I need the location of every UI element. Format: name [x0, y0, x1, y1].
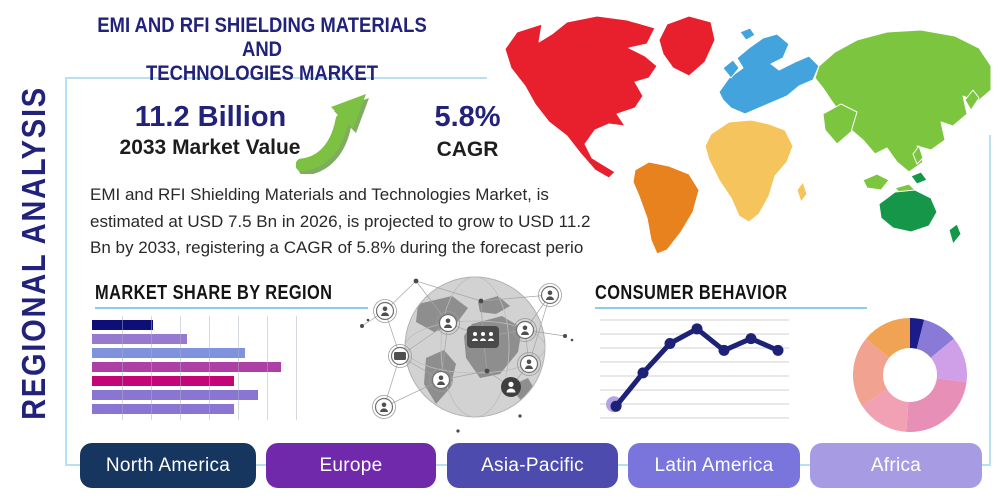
market-share-bar-chart	[92, 316, 298, 420]
map-asia	[814, 29, 992, 173]
connector-line-right	[989, 135, 991, 465]
market-description: EMI and RFI Shielding Materials and Tech…	[90, 185, 591, 258]
map-arabia	[822, 103, 858, 145]
line-point-4	[718, 344, 730, 356]
map-se-asia-1	[862, 173, 890, 191]
regional-donut-chart	[853, 318, 967, 432]
line-chart-underline	[595, 307, 867, 309]
line-point-5	[745, 333, 757, 345]
region-button-europe[interactable]: Europe	[266, 443, 436, 488]
line-point-1	[637, 367, 649, 379]
bar-chart-underline	[95, 307, 368, 309]
group-node	[467, 326, 499, 348]
line-point-3	[691, 323, 703, 335]
map-philippines	[912, 145, 924, 165]
map-north-america	[504, 15, 658, 179]
region-button-label: North America	[105, 454, 231, 476]
world-map	[504, 15, 992, 255]
donut-slice-1	[916, 319, 954, 358]
map-new-guinea	[910, 171, 928, 185]
bar-chart-gridlines	[122, 316, 298, 420]
line-point-0	[610, 400, 622, 412]
donut-slice-0	[910, 318, 925, 349]
globe-network-graphic	[360, 276, 574, 433]
map-madagascar	[796, 181, 808, 203]
market-value-stat: 11.2 Billion	[134, 101, 287, 133]
donut-slice-4	[861, 389, 909, 432]
cagr-stat: 5.8%	[434, 101, 501, 133]
growth-arrow-icon	[296, 94, 369, 174]
donut-slice-3	[906, 378, 967, 432]
consumer-behavior-line-chart	[600, 319, 789, 419]
map-new-zealand	[948, 223, 962, 245]
page-title: EMI AND RFI SHIELDING MATERIALS AND TECH…	[82, 14, 441, 86]
bar-chart-title: MARKET SHARE BY REGION	[95, 282, 333, 304]
region-button-label: Latin America	[654, 454, 774, 476]
panel-border-top	[65, 77, 487, 79]
region-button-label: Europe	[319, 454, 383, 476]
panel-border-left	[65, 77, 67, 465]
map-south-america	[632, 161, 700, 255]
cagr-label: CAGR	[436, 138, 499, 161]
map-iceland	[739, 27, 756, 41]
map-australia	[878, 189, 938, 233]
line-point-6	[772, 344, 784, 356]
region-button-asia-pacific[interactable]: Asia-Pacific	[447, 443, 618, 488]
map-greenland	[658, 15, 716, 77]
user-node-dark	[501, 377, 521, 397]
side-label-regional-analysis: REGIONAL ANALYSIS	[15, 86, 52, 420]
line-point-2	[664, 338, 676, 350]
page-title-line2: TECHNOLOGIES MARKET	[145, 62, 379, 86]
region-button-latin-america[interactable]: Latin America	[628, 443, 800, 488]
map-europe	[718, 33, 820, 115]
region-button-label: Africa	[870, 454, 922, 476]
group-node-small	[388, 344, 412, 368]
line-chart-title: CONSUMER BEHAVIOR	[595, 282, 788, 304]
region-button-label: Asia-Pacific	[481, 454, 584, 476]
region-button-north-america[interactable]: North America	[80, 443, 256, 488]
donut-slice-5	[853, 338, 890, 406]
region-button-africa[interactable]: Africa	[810, 443, 982, 488]
page-title-line1: EMI AND RFI SHIELDING MATERIALS AND	[97, 14, 427, 62]
map-britain	[722, 59, 740, 79]
donut-slice-2	[930, 338, 967, 383]
donut-slice-6	[866, 318, 910, 358]
market-value-label: 2033 Market Value	[119, 136, 301, 159]
map-japan	[964, 89, 980, 111]
map-africa	[704, 119, 794, 223]
